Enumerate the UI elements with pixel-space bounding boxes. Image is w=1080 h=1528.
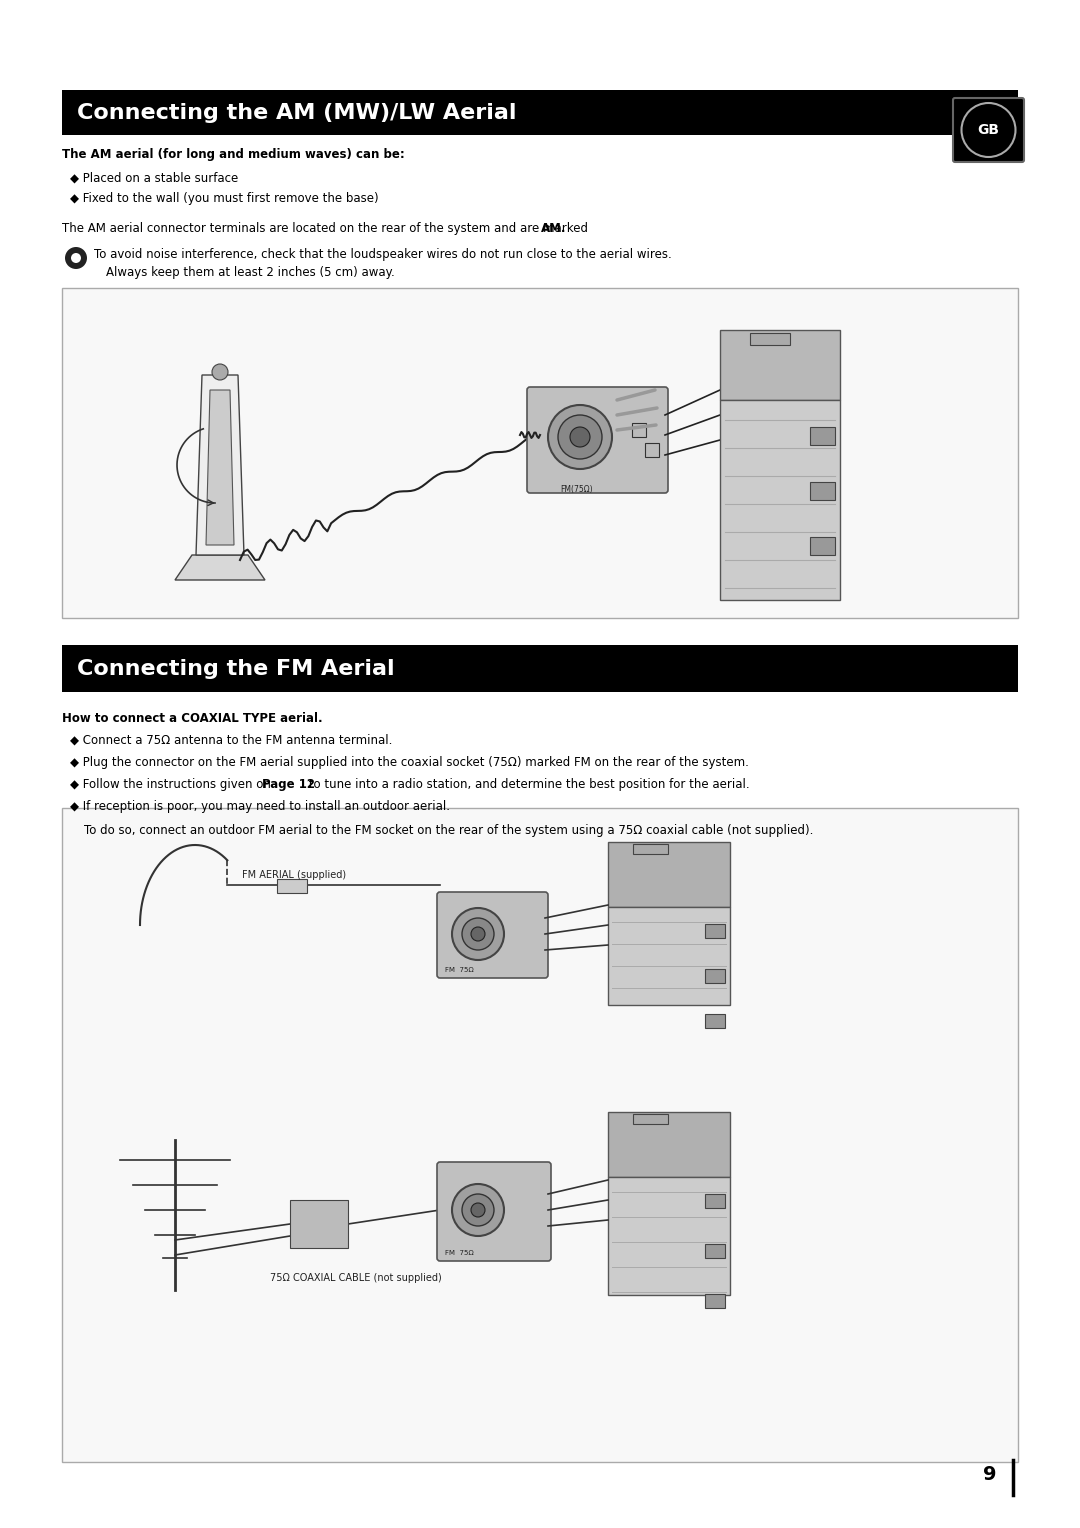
Text: to tune into a radio station, and determine the best position for the aerial.: to tune into a radio station, and determ… (305, 778, 750, 792)
FancyBboxPatch shape (437, 1161, 551, 1261)
Circle shape (570, 426, 590, 448)
Circle shape (453, 908, 504, 960)
Bar (705, 1193, 725, 1209)
Text: GB: GB (977, 122, 999, 138)
Bar (705, 969, 725, 983)
FancyBboxPatch shape (527, 387, 669, 494)
Text: FM  75Ω: FM 75Ω (445, 967, 474, 973)
Text: Connecting the AM (MW)/LW Aerial: Connecting the AM (MW)/LW Aerial (77, 102, 516, 122)
Text: How to connect a COAXIAL TYPE aerial.: How to connect a COAXIAL TYPE aerial. (62, 712, 323, 724)
Bar (62, 808, 1018, 1462)
Text: FM(75Ω): FM(75Ω) (561, 484, 593, 494)
Circle shape (462, 918, 494, 950)
Bar (720, 400, 840, 601)
Text: AM.: AM. (540, 222, 566, 235)
Circle shape (471, 1203, 485, 1216)
Bar (62, 90, 1018, 134)
Text: FM AERIAL (supplied): FM AERIAL (supplied) (242, 871, 347, 880)
Bar (633, 1114, 669, 1125)
Bar (705, 924, 725, 938)
Text: The AM aerial (for long and medium waves) can be:: The AM aerial (for long and medium waves… (62, 148, 405, 160)
FancyBboxPatch shape (953, 98, 1024, 162)
Text: 75Ω COAXIAL CABLE (not supplied): 75Ω COAXIAL CABLE (not supplied) (270, 1273, 442, 1284)
Bar (705, 1244, 725, 1258)
Bar (278, 879, 308, 894)
Circle shape (548, 405, 612, 469)
Text: ◆ Connect a 75Ω antenna to the FM antenna terminal.: ◆ Connect a 75Ω antenna to the FM antenn… (70, 733, 392, 747)
Bar (608, 1112, 730, 1177)
Circle shape (71, 254, 81, 263)
Polygon shape (175, 555, 265, 581)
Bar (608, 1177, 730, 1296)
Bar (810, 426, 835, 445)
Circle shape (65, 248, 87, 269)
Polygon shape (195, 374, 244, 555)
Text: To avoid noise interference, check that the loudspeaker wires do not run close t: To avoid noise interference, check that … (94, 248, 672, 261)
Bar (608, 842, 730, 908)
Text: ◆ Follow the instructions given on: ◆ Follow the instructions given on (70, 778, 274, 792)
Bar (705, 1015, 725, 1028)
Polygon shape (206, 390, 234, 545)
Text: Page 12: Page 12 (262, 778, 315, 792)
Circle shape (462, 1193, 494, 1225)
Bar (62, 645, 1018, 692)
Bar (291, 1199, 348, 1248)
FancyBboxPatch shape (437, 892, 548, 978)
Bar (720, 330, 840, 400)
Circle shape (453, 1184, 504, 1236)
Text: FM  75Ω: FM 75Ω (445, 1250, 474, 1256)
Text: ◆ If reception is poor, you may need to install an outdoor aerial.: ◆ If reception is poor, you may need to … (70, 801, 450, 813)
Bar (62, 287, 1018, 617)
Text: ◆ Fixed to the wall (you must first remove the base): ◆ Fixed to the wall (you must first remo… (70, 193, 379, 205)
Bar (810, 536, 835, 555)
Bar (633, 843, 669, 854)
Circle shape (558, 416, 602, 458)
Text: To do so, connect an outdoor FM aerial to the FM socket on the rear of the syste: To do so, connect an outdoor FM aerial t… (84, 824, 813, 837)
Text: ◆ Plug the connector on the FM aerial supplied into the coaxial socket (75Ω) mar: ◆ Plug the connector on the FM aerial su… (70, 756, 748, 769)
Text: Connecting the FM Aerial: Connecting the FM Aerial (77, 659, 394, 678)
Text: The AM aerial connector terminals are located on the rear of the system and are : The AM aerial connector terminals are lo… (62, 222, 592, 235)
Circle shape (471, 927, 485, 941)
Bar (608, 908, 730, 1005)
Text: 9: 9 (983, 1465, 996, 1484)
Circle shape (212, 364, 228, 380)
Bar (750, 333, 789, 345)
Text: Always keep them at least 2 inches (5 cm) away.: Always keep them at least 2 inches (5 cm… (106, 266, 395, 280)
Bar (632, 423, 646, 437)
Bar (705, 1294, 725, 1308)
Text: ◆ Placed on a stable surface: ◆ Placed on a stable surface (70, 173, 239, 185)
Bar (645, 443, 659, 457)
Circle shape (961, 102, 1015, 157)
Bar (810, 481, 835, 500)
